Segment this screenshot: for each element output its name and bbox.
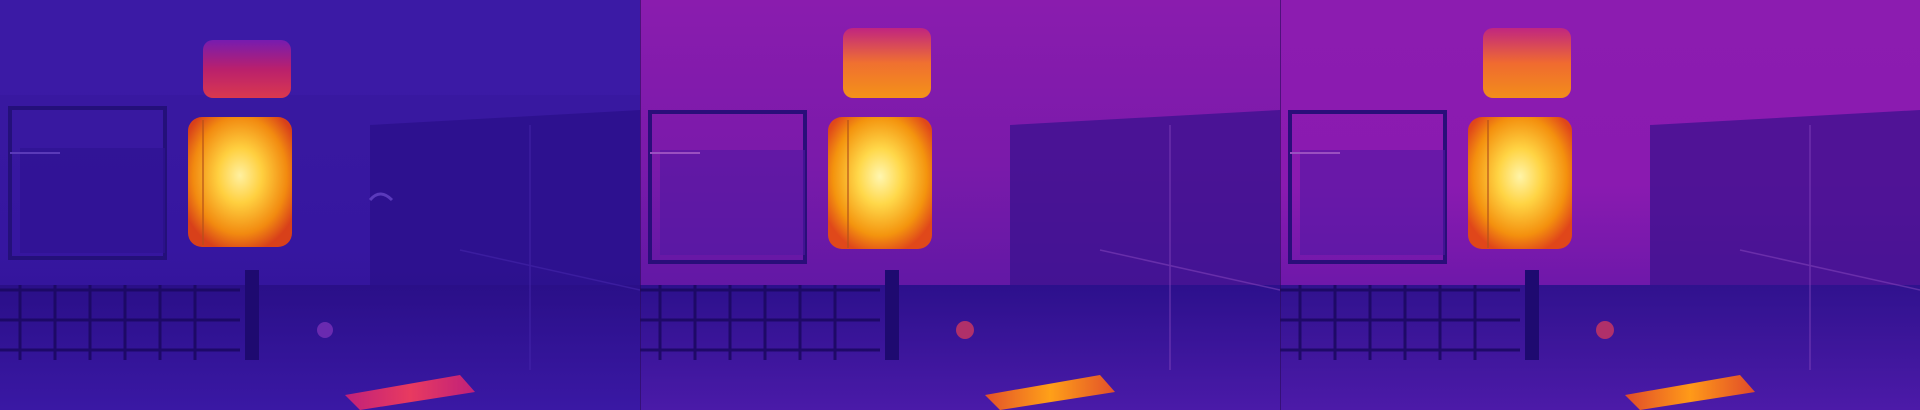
- thermal-frame-3-canvas: [1280, 0, 1920, 410]
- frame-divider-1: [640, 0, 641, 410]
- frame-divider-2: [1280, 0, 1281, 410]
- thermal-frame-1: [0, 0, 640, 410]
- thermal-frame-3: [1280, 0, 1920, 410]
- thermal-frame-2-canvas: [640, 0, 1280, 410]
- thermal-frame-1-canvas: [0, 0, 640, 410]
- thermal-frame-2: [640, 0, 1280, 410]
